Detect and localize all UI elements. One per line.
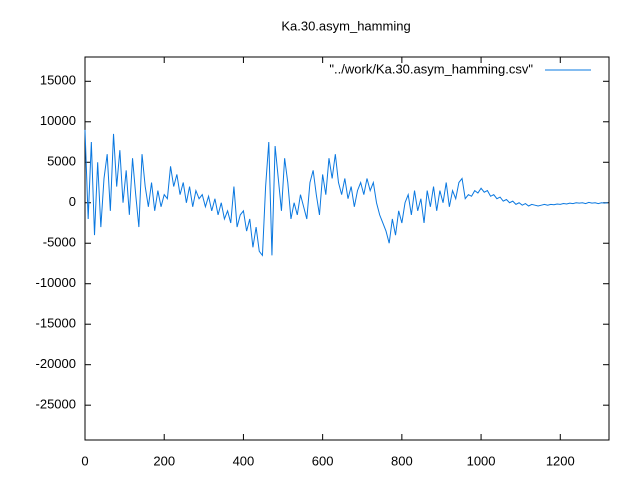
y-tick-label: 0 [69,194,76,209]
y-tick-label: -5000 [43,235,76,250]
x-tick-label: 600 [312,453,334,468]
y-tick-label: -20000 [36,356,76,371]
chart-title: Ka.30.asym_hamming [281,18,410,33]
data-line [84,129,608,257]
x-tick-label: 200 [153,453,175,468]
y-tick-label: -15000 [36,316,76,331]
plot-frame [84,56,610,441]
legend-label: "../work/Ka.30.asym_hamming.csv" [329,61,533,76]
y-tick-label: -10000 [36,275,76,290]
x-tick-label: 400 [233,453,255,468]
y-tick-label: 10000 [40,113,76,128]
y-tick-label: 15000 [40,73,76,88]
x-tick-label: 1200 [546,453,575,468]
x-tick-label: 800 [391,453,413,468]
x-tick-label: 1000 [467,453,496,468]
y-tick-label: 5000 [47,154,76,169]
y-tick-label: -25000 [36,397,76,412]
x-tick-label: 0 [81,453,88,468]
